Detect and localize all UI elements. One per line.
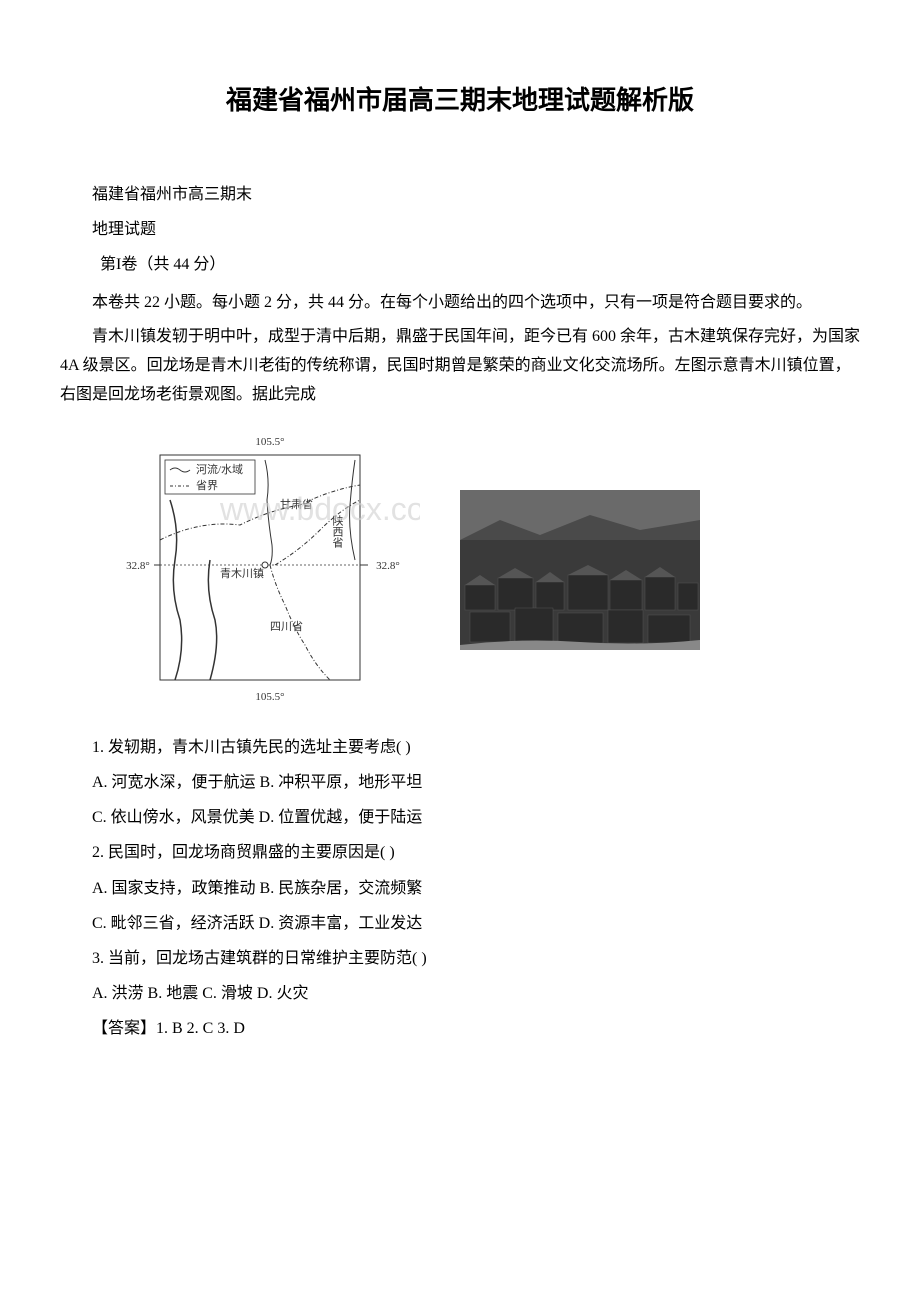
coord-top: 105.5° [255,436,284,448]
question-2-options-a: A. 国家支持，政策推动 B. 民族杂居，交流频繁 [60,871,860,906]
question-1-stem: 1. 发轫期，青木川古镇先民的选址主要考虑( ) [60,730,860,765]
map-figure: 105.5° 河流/水域 省界 甘肃省 陕西省 青木川镇 四川省 32.8° 3… [120,430,420,710]
question-3-options-a: A. 洪涝 B. 地震 C. 滑坡 D. 火灾 [60,976,860,1011]
passage-text: 青木川镇发轫于明中叶，成型于清中后期，鼎盛于民国年间，距今已有 600 余年，古… [60,323,860,409]
coord-right: 32.8° [376,560,400,572]
instruction-text: 本卷共 22 小题。每小题 2 分，共 44 分。在每个小题给出的四个选项中，只… [60,289,860,318]
label-town: 青木川镇 [220,566,264,580]
photo-figure [460,490,700,650]
subtitle-line-1: 福建省福州市高三期末 [60,177,860,212]
question-1-options-b: C. 依山傍水，风景优美 D. 位置优越，便于陆运 [60,800,860,835]
question-2-options-b: C. 毗邻三省，经济活跃 D. 资源丰富，工业发达 [60,906,860,941]
legend-border: 省界 [196,479,218,492]
legend-river: 河流/水域 [196,462,243,476]
label-sichuan: 四川省 [270,620,303,633]
section-label: 第I卷（共 44 分） [60,247,860,282]
watermark-text: www.bdocx.com [219,491,420,527]
images-row: 105.5° 河流/水域 省界 甘肃省 陕西省 青木川镇 四川省 32.8° 3… [120,430,860,710]
answer-text: 【答案】1. B 2. C 3. D [60,1011,860,1046]
question-1-options-a: A. 河宽水深，便于航运 B. 冲积平原，地形平坦 [60,765,860,800]
question-2-stem: 2. 民国时，回龙场商贸鼎盛的主要原因是( ) [60,835,860,870]
coord-left: 32.8° [126,560,150,572]
coord-bottom: 105.5° [255,691,284,703]
question-3-stem: 3. 当前，回龙场古建筑群的日常维护主要防范( ) [60,941,860,976]
document-title: 福建省福州市届高三期末地理试题解析版 [60,80,860,117]
subtitle-line-2: 地理试题 [60,212,860,247]
